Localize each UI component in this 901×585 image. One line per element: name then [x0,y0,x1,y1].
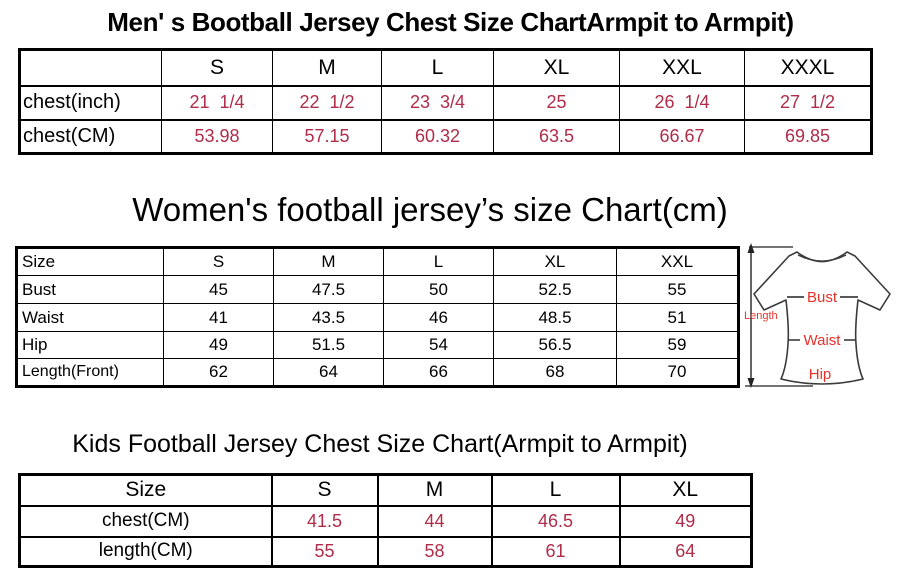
womens-col-xl: XL [493,247,617,276]
mens-col-s: S [161,48,273,87]
row-label: chest(CM) [19,118,162,155]
mens-col-xxl: XXL [619,48,745,87]
size-value: 44 [376,504,493,538]
length-label: Length [744,310,778,322]
row-label: Hip [16,331,164,359]
size-value: 64 [618,535,753,568]
size-value: 55 [270,535,379,568]
row-label: length(CM) [18,535,273,568]
size-value: 50 [383,275,494,304]
size-value: 52.5 [493,275,617,304]
mens-col-l: L [381,48,494,87]
kids-length-row: length(CM) 55 58 61 64 [18,535,753,568]
size-value: 48.5 [493,303,617,332]
row-label: Bust [16,275,164,304]
mens-corner-cell [19,48,162,87]
kids-chart-title: Kids Football Jersey Chest Size Chart(Ar… [72,430,688,458]
kids-size-table: Size S M L XL chest(CM) 41.5 44 46.5 49 … [18,473,753,568]
size-value: 53.98 [161,118,273,155]
size-value: 23 3/4 [381,84,494,121]
size-value: 26 1/4 [619,84,745,121]
womens-hip-row: Hip 49 51.5 54 56.5 59 [16,331,739,359]
length-arrow-icon [747,243,755,388]
size-value: 62 [163,358,274,387]
size-value: 64 [273,358,384,387]
womens-size-table: Size S M L XL XXL Bust 45 47.5 50 52.5 5… [15,246,740,388]
size-value: 41.5 [270,504,379,538]
womens-col-xxl: XXL [616,247,739,276]
mens-chest-inch-row: chest(inch) 21 1/4 22 1/2 23 3/4 25 26 1… [19,84,872,121]
size-value: 54 [383,331,494,359]
mens-chest-cm-row: chest(CM) 53.98 57.15 60.32 63.5 66.67 6… [19,118,872,155]
size-value: 49 [618,504,753,538]
mens-header-row: S M L XL XXL XXXL [19,48,872,87]
size-value: 41 [163,303,274,332]
size-value: 57.15 [272,118,382,155]
kids-col-s: S [270,473,379,507]
bust-label: Bust [807,289,838,306]
row-label: Waist [16,303,164,332]
size-value: 70 [616,358,739,387]
size-value: 59 [616,331,739,359]
size-value: 69.85 [744,118,872,155]
size-value: 58 [376,535,493,568]
size-value: 68 [493,358,617,387]
size-value: 63.5 [493,118,620,155]
mens-col-xl: XL [493,48,620,87]
waist-label: Waist [804,332,842,349]
size-value: 66.67 [619,118,745,155]
size-value: 22 1/2 [272,84,382,121]
kids-chest-row: chest(CM) 41.5 44 46.5 49 [18,504,753,538]
womens-bust-row: Bust 45 47.5 50 52.5 55 [16,275,739,304]
mens-size-table: S M L XL XXL XXXL chest(inch) 21 1/4 22 … [18,48,873,155]
womens-col-size: Size [16,247,164,276]
size-value: 51 [616,303,739,332]
mens-chart-title: Men' s Bootball Jersey Chest Size ChartA… [107,7,794,37]
womens-chart-title: Women's football jersey’s size Chart(cm) [132,191,728,228]
size-value: 46 [383,303,494,332]
size-value: 45 [163,275,274,304]
size-value: 49 [163,331,274,359]
size-value: 47.5 [273,275,384,304]
kids-col-l: L [490,473,621,507]
tshirt-outline [753,251,891,385]
mens-col-m: M [272,48,382,87]
size-value: 61 [490,535,621,568]
size-value: 27 1/2 [744,84,872,121]
size-value: 25 [493,84,620,121]
row-label: chest(CM) [18,504,273,538]
kids-col-xl: XL [618,473,753,507]
womens-header-row: Size S M L XL XXL [16,247,739,276]
womens-length-row: Length(Front) 62 64 66 68 70 [16,358,739,387]
row-label: Length(Front) [16,358,164,387]
kids-col-size: Size [18,473,273,507]
womens-col-m: M [273,247,384,276]
kids-col-m: M [376,473,493,507]
size-value: 21 1/4 [161,84,273,121]
womens-col-l: L [383,247,494,276]
size-value: 46.5 [490,504,621,538]
row-label: chest(inch) [19,84,162,121]
size-value: 43.5 [273,303,384,332]
size-value: 51.5 [273,331,384,359]
hip-label: Hip [809,366,832,383]
size-value: 56.5 [493,331,617,359]
mens-col-xxxl: XXXL [744,48,872,87]
size-value: 55 [616,275,739,304]
size-value: 60.32 [381,118,494,155]
kids-header-row: Size S M L XL [18,473,753,507]
collar-inner-line [797,254,847,262]
womens-waist-row: Waist 41 43.5 46 48.5 51 [16,303,739,332]
womens-col-s: S [163,247,274,276]
tshirt-measurement-diagram: Bust Waist Hip Length [744,243,891,388]
size-value: 66 [383,358,494,387]
